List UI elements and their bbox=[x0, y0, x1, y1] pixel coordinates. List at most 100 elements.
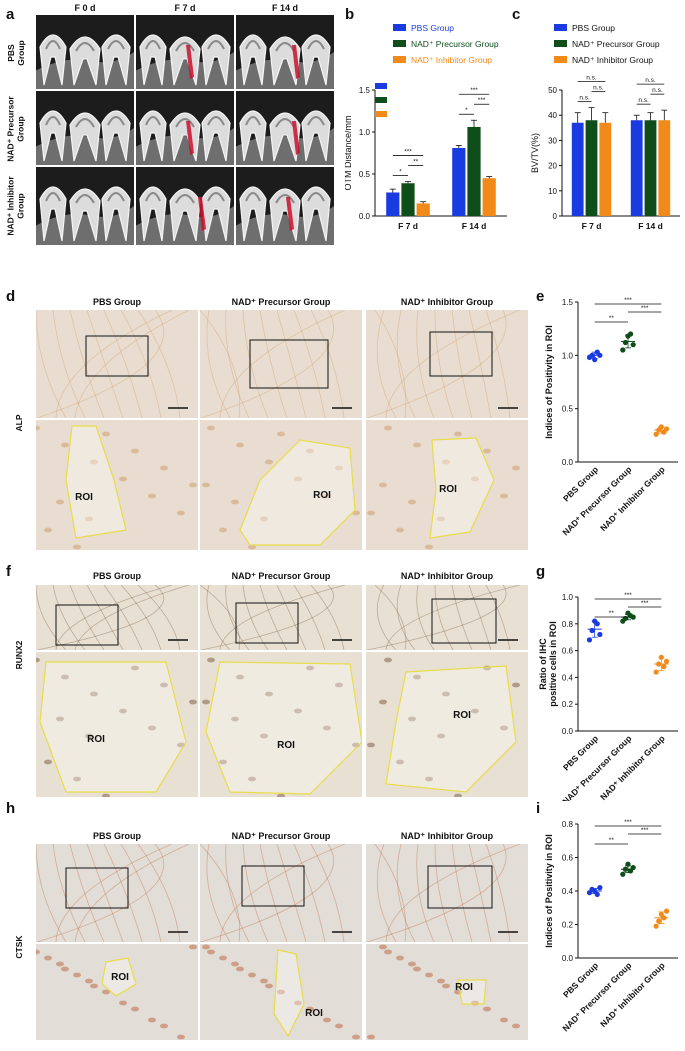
tissue-bg bbox=[36, 585, 198, 650]
tissue-fiber bbox=[86, 844, 124, 942]
histo-d-row-label: ALP bbox=[14, 414, 24, 432]
panel-d-alp: PBS Group NAD⁺ Precursor Group NAD⁺ Inhibi… bbox=[0, 288, 535, 550]
sig-label: *** bbox=[478, 97, 486, 104]
row-2-line-0: NAD⁺ Inhibitor bbox=[6, 176, 17, 236]
tissue-bg bbox=[36, 420, 198, 550]
cell-nucleus bbox=[202, 944, 210, 950]
y-axis-label-line1: Ratio of IHC bbox=[538, 638, 548, 690]
tissue-fiber bbox=[36, 310, 165, 418]
tissue-fiber bbox=[52, 585, 86, 650]
tissue-fiber bbox=[276, 844, 307, 942]
cell-nucleus bbox=[189, 482, 197, 488]
cell-nucleus bbox=[442, 459, 450, 465]
cell-nucleus bbox=[248, 776, 256, 782]
tissue-bg bbox=[366, 844, 528, 942]
cell-nucleus bbox=[323, 725, 331, 731]
cell-nucleus bbox=[306, 448, 314, 454]
ct-pulp bbox=[207, 40, 225, 50]
sig-label: *** bbox=[641, 827, 649, 834]
histo-f-overview-2 bbox=[366, 585, 528, 650]
ct-pulp bbox=[245, 40, 261, 50]
ct-pulp bbox=[45, 116, 61, 126]
cell-nucleus bbox=[454, 793, 462, 797]
tissue-fiber bbox=[225, 585, 250, 650]
ct-red-marker bbox=[292, 45, 300, 79]
bar-1-1 bbox=[467, 126, 481, 216]
histo-h-col-0: PBS Group bbox=[92, 831, 141, 841]
panel-label-b: b bbox=[345, 6, 355, 23]
tissue-fiber bbox=[219, 310, 346, 418]
cell-nucleus bbox=[189, 699, 197, 705]
sig-label: n.s. bbox=[586, 75, 597, 82]
chart-c-bvtv: PBS Group NAD⁺ Precursor Group NAD⁺ Inhibi… bbox=[530, 23, 680, 231]
tissue-fiber bbox=[376, 844, 397, 942]
tissue-fiber bbox=[451, 310, 473, 418]
roi-outline bbox=[65, 425, 127, 539]
y-tick-label: 0.4 bbox=[562, 673, 574, 682]
cell-nucleus bbox=[260, 978, 268, 984]
y-axis-label: BV/TV(%) bbox=[530, 133, 540, 173]
cell-nucleus bbox=[202, 482, 210, 488]
cell-nucleus bbox=[277, 431, 285, 437]
cell-nucleus bbox=[384, 425, 392, 431]
tissue-fiber bbox=[468, 585, 492, 650]
cell-nucleus bbox=[160, 465, 168, 471]
chart-b-otm-distance: PBS Group NAD⁺ Precursor Group NAD⁺ Inhibi… bbox=[345, 23, 507, 231]
tissue-fiber bbox=[259, 844, 288, 942]
sig-label: *** bbox=[470, 87, 478, 94]
tissue-fiber bbox=[55, 844, 173, 942]
cell-nucleus bbox=[177, 510, 185, 516]
tissue-fiber bbox=[434, 585, 454, 650]
y-tick-label: 0.5 bbox=[562, 405, 574, 414]
data-point bbox=[620, 347, 626, 353]
cell-nucleus bbox=[413, 442, 421, 448]
cell-nucleus bbox=[396, 955, 404, 961]
y-tick-label: 0.6 bbox=[562, 647, 574, 656]
tissue-fiber bbox=[200, 310, 334, 418]
y-tick-label: 1.0 bbox=[562, 593, 574, 602]
histo-d-zoom-0: ROI bbox=[36, 420, 198, 550]
ct-image-r0-c0 bbox=[36, 15, 134, 89]
ct-red-marker bbox=[198, 197, 206, 231]
row-2-line-1: Group bbox=[16, 193, 27, 219]
tissue-fiber bbox=[120, 310, 162, 418]
data-point bbox=[594, 621, 600, 627]
cell-nucleus bbox=[219, 759, 227, 765]
tissue-fiber bbox=[451, 844, 473, 942]
sig-label: ** bbox=[413, 159, 419, 166]
cell-nucleus bbox=[102, 793, 110, 797]
histo-d-zoom-2: ROI bbox=[366, 420, 528, 550]
tissue-bg bbox=[200, 310, 362, 418]
tissue-fiber bbox=[242, 585, 269, 650]
data-point bbox=[597, 631, 603, 638]
tissue-fiber bbox=[200, 310, 241, 418]
cell-nucleus bbox=[512, 1023, 520, 1029]
tissue-fiber bbox=[293, 310, 326, 418]
panel-label-c: c bbox=[512, 6, 521, 23]
y-tick-label: 0.0 bbox=[562, 727, 574, 736]
panel-f-runx2: PBS Group NAD⁺ Precursor Group NAD⁺ Inhibi… bbox=[0, 563, 535, 797]
cell-nucleus bbox=[248, 544, 256, 550]
data-point bbox=[656, 918, 662, 924]
cell-nucleus bbox=[265, 459, 273, 465]
tissue-fiber bbox=[416, 310, 435, 418]
cell-nucleus bbox=[408, 716, 416, 722]
y-tick-label: 50 bbox=[548, 86, 557, 95]
tissue-bg bbox=[36, 310, 198, 418]
cell-nucleus bbox=[73, 776, 81, 782]
tissue-fiber bbox=[74, 844, 190, 942]
roi-label: ROI bbox=[313, 490, 331, 501]
x-category-label: NAD⁺ Inhibitor Group bbox=[598, 733, 667, 801]
roi-label: ROI bbox=[277, 740, 295, 751]
bar-2-1 bbox=[658, 120, 671, 216]
cell-nucleus bbox=[335, 682, 343, 688]
x-category-label: NAD⁺ Inhibitor Group bbox=[598, 464, 667, 533]
panel-a-col-0: F 0 d bbox=[74, 3, 96, 13]
legend-label-0: PBS Group bbox=[411, 23, 454, 33]
tissue-fiber bbox=[385, 844, 521, 942]
cell-nucleus bbox=[425, 972, 433, 978]
zoom-box bbox=[55, 604, 119, 646]
legend-label-2: NAD⁺ Inhibitor Group bbox=[572, 55, 653, 65]
ct-pulp bbox=[107, 192, 125, 202]
sig-label: ** bbox=[609, 610, 615, 617]
